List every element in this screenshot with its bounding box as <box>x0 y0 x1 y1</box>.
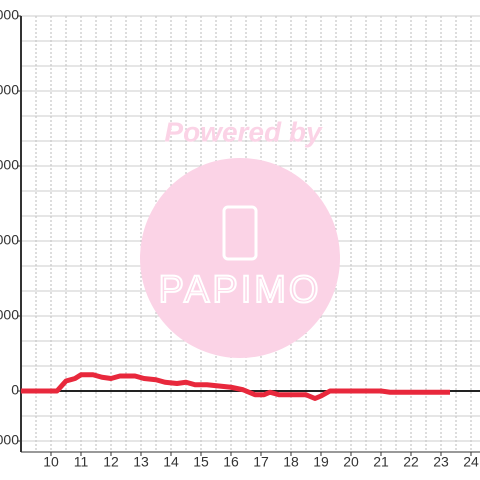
x-tick-label: 15 <box>193 454 209 470</box>
x-tick-label: 12 <box>103 454 119 470</box>
x-tick-label: 20 <box>343 454 359 470</box>
watermark: Powered by PAPIMO <box>140 116 340 358</box>
watermark-text: Powered by <box>164 116 323 147</box>
x-tick-label: 11 <box>74 454 89 470</box>
watermark-icon <box>222 205 258 261</box>
x-tick-label: 17 <box>253 454 269 470</box>
x-tick-label: 13 <box>133 454 149 470</box>
data-line <box>21 372 450 401</box>
x-tick-label: 10 <box>43 454 59 470</box>
y-tick-label: 150,000 <box>0 7 19 23</box>
x-tick-label: 22 <box>403 454 419 470</box>
x-tick-label: 24 <box>463 454 479 470</box>
x-tick-label: 19 <box>313 454 329 470</box>
x-tick-label: 21 <box>373 454 389 470</box>
y-tick-label: 0 <box>11 382 19 398</box>
y-tick-label: 60,000 <box>0 232 19 248</box>
y-tick-label: 90,000 <box>0 157 19 173</box>
x-tick-label: 23 <box>433 454 449 470</box>
y-tick-label: -20,000 <box>0 432 19 448</box>
watermark-logo: PAPIMO <box>159 269 322 311</box>
x-tick-label: 14 <box>163 454 179 470</box>
x-tick-label: 18 <box>283 454 299 470</box>
x-tick-label: 16 <box>223 454 239 470</box>
y-tick-label: 30,000 <box>0 307 19 323</box>
y-tick-label: 120,000 <box>0 82 19 98</box>
